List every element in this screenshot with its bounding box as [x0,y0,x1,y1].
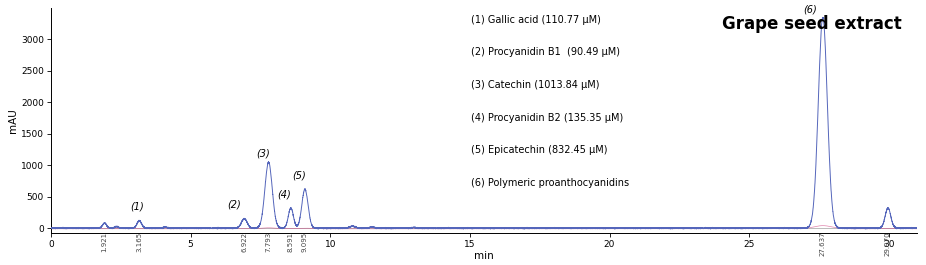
Text: (4): (4) [277,190,291,200]
Y-axis label: mAU: mAU [8,108,19,133]
Text: (2): (2) [227,200,241,210]
Text: (3) Catechin (1013.84 μM): (3) Catechin (1013.84 μM) [470,80,599,90]
Text: (6) Polymeric proanthocyanidins: (6) Polymeric proanthocyanidins [470,178,629,188]
Text: (4) Procyanidin B2 (135.35 μM): (4) Procyanidin B2 (135.35 μM) [470,113,623,123]
Text: 9.095: 9.095 [302,232,308,252]
Text: (3): (3) [257,149,270,159]
Text: (1): (1) [131,202,144,212]
Text: (2) Procyanidin B1  (90.49 μM): (2) Procyanidin B1 (90.49 μM) [470,47,619,57]
Text: (6): (6) [804,5,818,15]
Text: 29.970: 29.970 [885,232,891,256]
Text: 3.165: 3.165 [136,232,143,252]
Text: 6.922: 6.922 [242,232,247,252]
Text: (5) Epicatechin (832.45 μM): (5) Epicatechin (832.45 μM) [470,145,607,155]
Text: (5): (5) [293,171,307,181]
Text: 27.637: 27.637 [820,232,826,256]
Text: 7.793: 7.793 [266,232,271,252]
Text: (1) Gallic acid (110.77 μM): (1) Gallic acid (110.77 μM) [470,15,601,25]
Text: 1.921: 1.921 [102,232,107,252]
Text: Grape seed extract: Grape seed extract [722,15,902,33]
X-axis label: min: min [474,250,494,260]
Text: 8.591: 8.591 [288,232,294,252]
